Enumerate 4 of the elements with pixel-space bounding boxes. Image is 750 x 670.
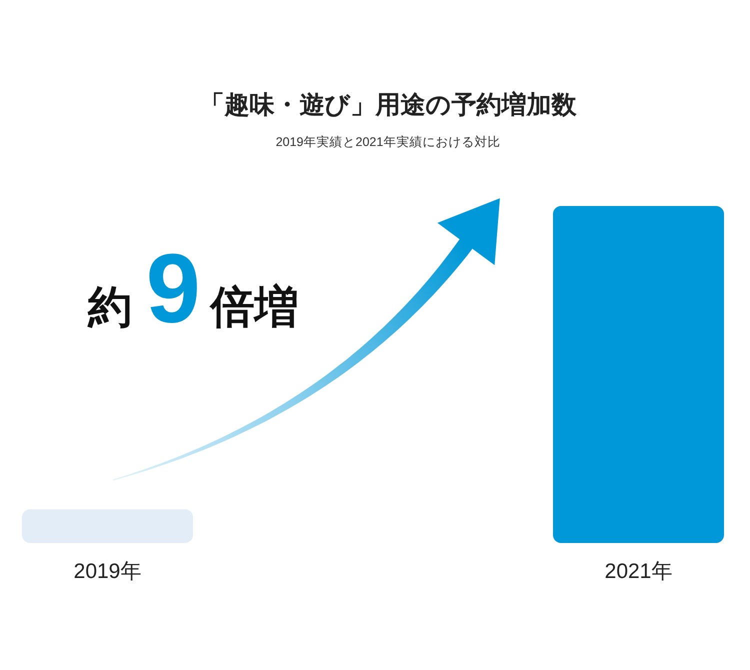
x-tick: 2021年 (604, 560, 672, 583)
subtitle: 2019年実績と2021年実績における対比 (276, 135, 500, 149)
x-tick: 2019年 (74, 560, 142, 583)
title: 「趣味・遊び」用途の予約増加数 (200, 91, 576, 119)
